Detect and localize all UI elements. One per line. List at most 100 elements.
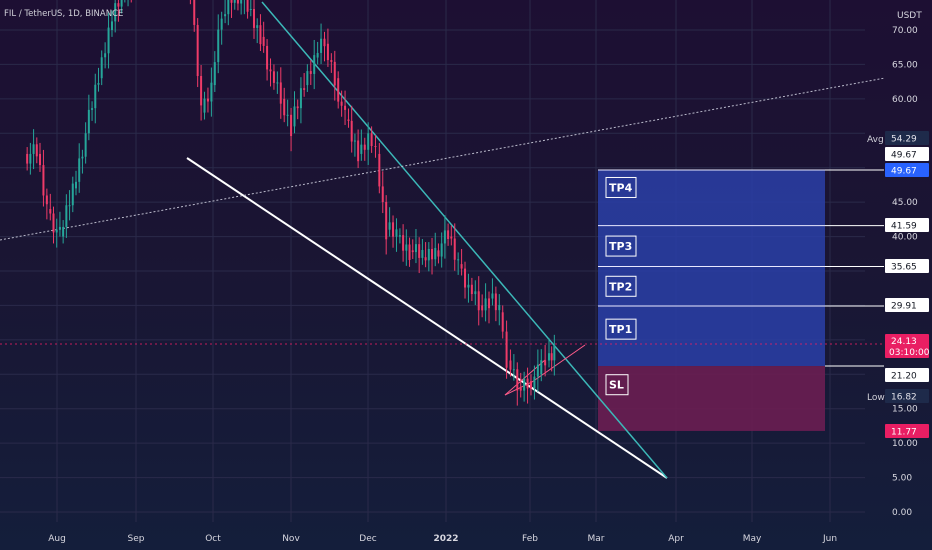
candle-body [94,84,97,109]
candle-body [39,153,42,166]
price-tick: 70.00 [892,26,918,36]
candle-body [55,229,58,233]
candle-body [91,108,94,110]
tag-value: 21.20 [891,372,917,382]
candle-body [213,62,216,86]
candle-body [117,3,120,7]
zone-label-tp2[interactable]: TP2 [605,275,637,297]
candle-body [200,76,203,106]
target-zone[interactable] [598,169,825,367]
candle-body [253,8,256,28]
candle-body [353,140,356,142]
candle-body [408,244,411,260]
candle-body [283,98,286,116]
zone-label-sl[interactable]: SL [605,374,629,396]
candle-body [405,244,408,251]
candle-body [505,331,508,368]
candle-body [313,55,316,74]
zone-label-tp4[interactable]: TP4 [605,176,637,198]
candle-body [536,364,539,377]
tag-value: 49.67 [891,151,917,161]
price-tag-low: Low 16.82 [867,389,929,403]
tag-prefix: Avg [867,135,884,145]
zone-label-tp1[interactable]: TP1 [605,318,637,340]
candle-body [114,3,117,22]
zone-label-tp3[interactable]: TP3 [605,235,637,257]
tag-value: 24.13 [891,337,917,347]
candle-body [350,120,353,142]
currency-label: USDT [897,11,922,21]
candle-body [481,305,484,311]
candle-body [193,0,196,25]
candle-body [29,153,32,164]
price-tag-plain: 21.20 [885,368,929,382]
time-tick: Feb [522,534,538,544]
price-tick: 5.00 [892,474,912,484]
candle-body [418,244,421,258]
candle-body [306,71,309,86]
candle-body [526,378,529,389]
candle-body [470,284,473,295]
candle-body [276,82,279,84]
candle-body [26,153,29,164]
time-tick: Apr [668,534,684,544]
trend-lines[interactable] [0,1,886,479]
candle-body [68,205,71,207]
price-tag-blue: 49.67 [885,163,929,177]
candle-body [45,195,48,205]
position-zones[interactable]: TP4 TP3 TP2 TP1 SL [598,169,884,431]
candle-body [286,114,289,116]
price-tick: 40.00 [892,233,918,243]
price-tick: 0.00 [892,508,912,518]
candle-body [501,312,504,332]
time-axis[interactable]: Aug Sep Oct Nov Dec 2022 Feb Mar Apr May Jun [48,534,837,544]
candle-body [434,247,437,260]
candle-body [52,213,55,233]
tag-value: 49.67 [891,167,917,177]
candle-body [240,0,243,4]
candle-body [467,284,470,288]
descending-resistance-line[interactable] [261,1,668,479]
dotted-trend-line[interactable] [0,77,886,241]
tag-value: 41.59 [891,222,917,232]
candle-body [49,209,52,214]
stop-zone[interactable] [598,366,825,431]
candle-body [488,298,491,309]
price-tag-red: 11.77 [885,424,929,438]
candle-body [230,0,233,3]
candle-body [78,158,81,182]
lower-channel-line[interactable] [186,157,668,479]
candle-body [398,235,401,237]
candle-body [544,360,547,366]
candle-body [453,238,456,260]
time-tick: Aug [48,534,66,544]
candle-body [474,291,477,295]
time-tick: Dec [359,534,376,544]
zone-label-text: TP4 [609,181,633,194]
candle-body [224,14,227,17]
candle-body [299,88,302,109]
candle-body [512,369,515,371]
tag-value: 35.65 [891,263,917,273]
candle-body [323,38,326,47]
candle-body [256,25,259,28]
price-tick: 45.00 [892,198,918,208]
candle-body [378,153,381,187]
candle-body [550,353,553,361]
candle-body [484,298,487,311]
candle-body [347,119,350,121]
price-axis[interactable]: 0.00 5.00 10.00 15.00 40.00 45.00 60.00 65.00 70… [892,26,918,518]
price-tick: 60.00 [892,95,918,105]
candle-body [411,250,414,253]
candle-body [316,52,319,58]
time-tick: 2022 [433,534,458,544]
candle-body [35,144,38,157]
candle-body [540,360,543,375]
candle-body [414,244,417,253]
candle-body [333,61,336,86]
candle-body [71,183,74,206]
candle-body [457,259,460,261]
candle-body [81,156,84,159]
